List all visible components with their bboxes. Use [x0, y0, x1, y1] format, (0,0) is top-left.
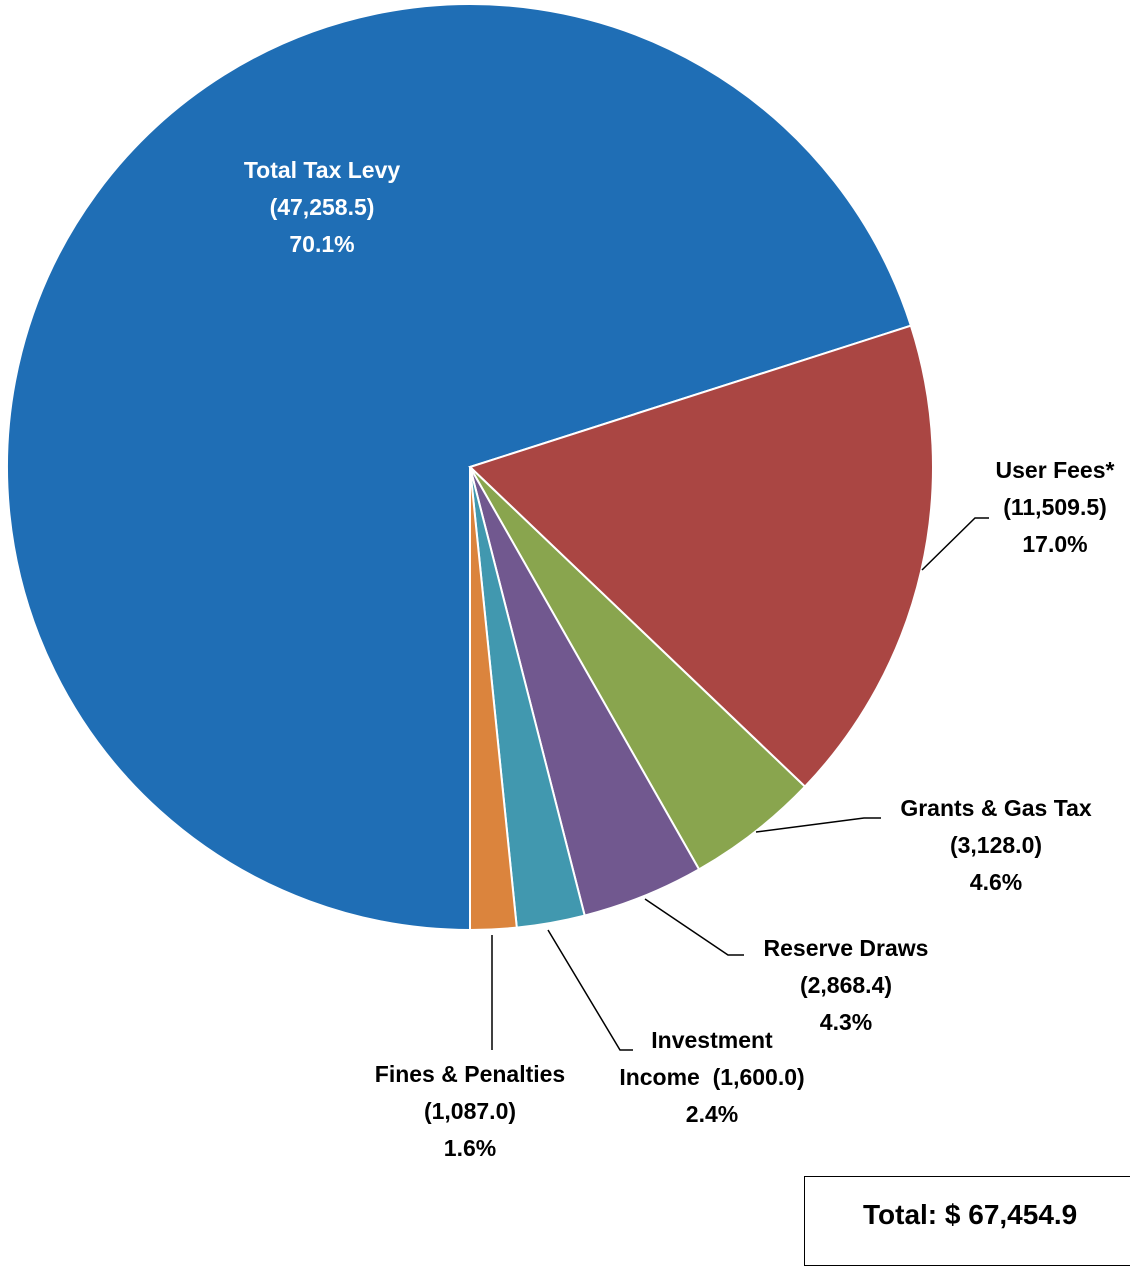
slice-label-line: 4.6% — [970, 869, 1022, 895]
slice-label-line: Grants & Gas Tax — [900, 795, 1092, 821]
total-box: Total: $ 67,454.9 — [804, 1176, 1130, 1266]
leader-line-3 — [755, 817, 881, 833]
slice-labels: Total Tax Levy (47,258.5) 70.1% User Fees* (… — [244, 157, 1115, 1161]
slice-label-line: Fines & Penalties — [375, 1061, 565, 1087]
slice-label-line: Reserve Draws — [764, 935, 929, 961]
slice-label-6: Fines & Penalties (1,087.0) 1.6% — [375, 1061, 565, 1161]
pie-slice-2 — [468, 324, 934, 789]
leader-line-4 — [644, 898, 744, 956]
slice-label-line: (11,509.5) — [1003, 494, 1107, 520]
slice-label-line: Investment — [651, 1027, 773, 1053]
slice-label-line: 2.4% — [686, 1101, 738, 1127]
slice-label-5: Investment Income (1,600.0) 2.4% — [619, 1027, 804, 1127]
pie-slice-1 — [6, 3, 913, 932]
total-label: Total: $ 67,454.9 — [863, 1199, 1078, 1230]
slice-label-4: Reserve Draws (2,868.4) 4.3% — [764, 935, 929, 1035]
slice-label-line: User Fees* — [996, 457, 1115, 483]
slice-label-line: 70.1% — [289, 231, 354, 257]
slice-label-line: Total Tax Levy — [244, 157, 401, 183]
slice-label-3: Grants & Gas Tax (3,128.0) 4.6% — [900, 795, 1092, 895]
leader-line-2 — [921, 517, 989, 571]
slice-label-line: (1,087.0) — [424, 1098, 516, 1124]
slice-label-line: (3,128.0) — [950, 832, 1042, 858]
leader-line-5 — [547, 929, 633, 1051]
pie-slices — [6, 3, 934, 932]
pie-slice-6 — [469, 466, 518, 932]
pie-chart: Total Tax Levy (47,258.5) 70.1% User Fees* (… — [6, 3, 1115, 1161]
slice-label-line: (2,868.4) — [800, 972, 892, 998]
slice-label-2: User Fees* (11,509.5) 17.0% — [996, 457, 1115, 557]
slice-label-line: 1.6% — [444, 1135, 496, 1161]
leader-lines — [491, 517, 989, 1051]
slice-label-1: Total Tax Levy (47,258.5) 70.1% — [244, 157, 401, 257]
slice-label-line: Income (1,600.0) — [619, 1064, 804, 1090]
slice-label-line: (47,258.5) — [270, 194, 375, 220]
slice-label-line: 17.0% — [1022, 531, 1087, 557]
slice-label-line: 4.3% — [820, 1009, 872, 1035]
